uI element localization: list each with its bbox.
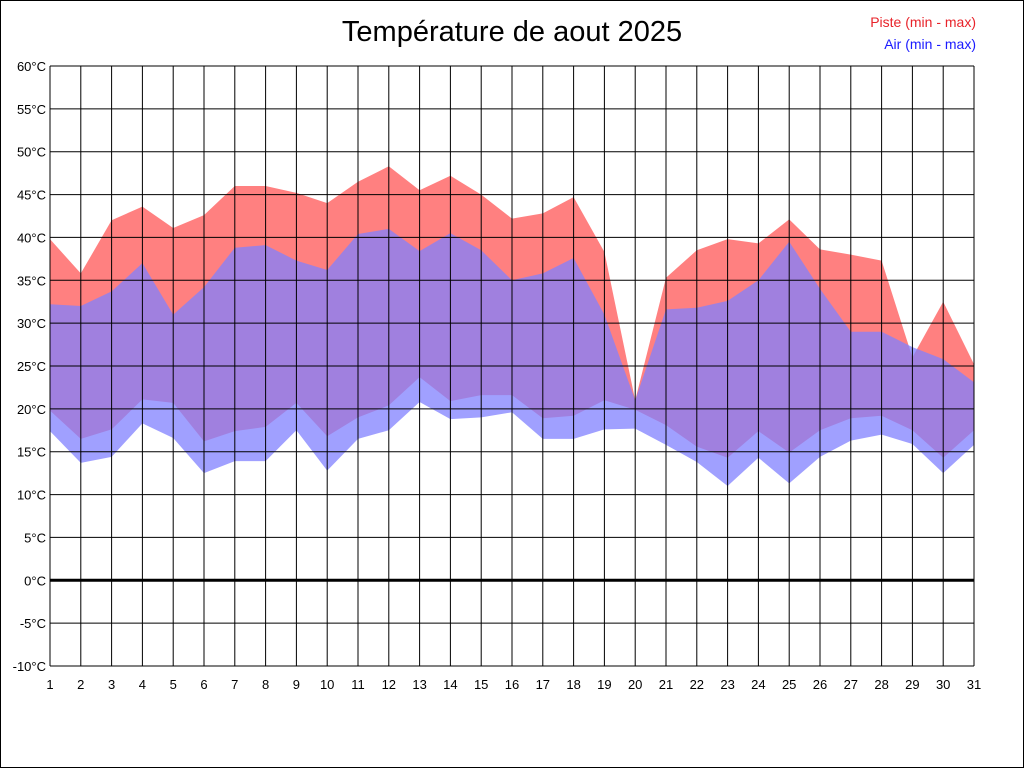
x-tick-label: 8 <box>262 677 269 692</box>
x-tick-label: 5 <box>170 677 177 692</box>
x-tick-label: 4 <box>139 677 146 692</box>
y-tick-label: 35°C <box>17 273 46 288</box>
x-tick-label: 15 <box>474 677 488 692</box>
y-tick-label: 5°C <box>24 530 46 545</box>
x-tick-label: 7 <box>231 677 238 692</box>
x-tick-label: 26 <box>813 677 827 692</box>
x-tick-label: 1 <box>46 677 53 692</box>
x-tick-label: 9 <box>293 677 300 692</box>
y-tick-label: 20°C <box>17 402 46 417</box>
x-tick-label: 25 <box>782 677 796 692</box>
x-tick-label: 17 <box>536 677 550 692</box>
x-tick-label: 14 <box>443 677 457 692</box>
x-tick-label: 22 <box>690 677 704 692</box>
x-tick-label: 19 <box>597 677 611 692</box>
legend-piste: Piste (min - max) <box>870 14 976 30</box>
x-tick-label: 27 <box>844 677 858 692</box>
x-tick-label: 3 <box>108 677 115 692</box>
x-tick-label: 6 <box>200 677 207 692</box>
x-tick-label: 23 <box>720 677 734 692</box>
x-tick-label: 16 <box>505 677 519 692</box>
x-tick-label: 18 <box>566 677 580 692</box>
x-tick-label: 11 <box>351 677 365 692</box>
x-tick-label: 21 <box>659 677 673 692</box>
y-tick-label: 50°C <box>17 145 46 160</box>
x-tick-label: 28 <box>874 677 888 692</box>
x-tick-label: 31 <box>967 677 981 692</box>
y-tick-label: -5°C <box>20 616 46 631</box>
y-tick-label: 0°C <box>24 573 46 588</box>
y-tick-label: -10°C <box>13 659 46 674</box>
y-tick-label: 25°C <box>17 359 46 374</box>
y-tick-label: 55°C <box>17 102 46 117</box>
legend-air: Air (min - max) <box>884 36 976 52</box>
x-tick-label: 10 <box>320 677 334 692</box>
x-tick-label: 12 <box>382 677 396 692</box>
x-tick-label: 13 <box>412 677 426 692</box>
y-tick-label: 15°C <box>17 445 46 460</box>
y-tick-label: 45°C <box>17 188 46 203</box>
y-tick-label: 60°C <box>17 59 46 74</box>
x-tick-label: 30 <box>936 677 950 692</box>
chart-title: Température de aout 2025 <box>341 16 683 48</box>
y-tick-label: 30°C <box>17 316 46 331</box>
x-tick-label: 24 <box>751 677 765 692</box>
y-tick-label: 10°C <box>17 488 46 503</box>
x-tick-label: 20 <box>628 677 642 692</box>
x-tick-label: 29 <box>905 677 919 692</box>
y-tick-label: 40°C <box>17 230 46 245</box>
x-tick-label: 2 <box>77 677 84 692</box>
